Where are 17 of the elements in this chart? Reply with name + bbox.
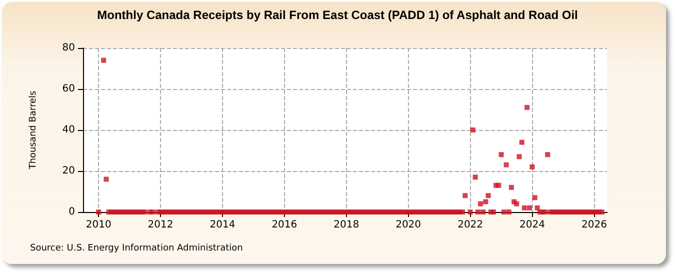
chart-title: Monthly Canada Receipts by Rail From East Coast (PADD 1) of Asphalt and Road Oil bbox=[97, 8, 578, 22]
x-tick-label: 2020 bbox=[396, 220, 422, 230]
x-tick-label: 2016 bbox=[272, 220, 298, 230]
x-tick-label: 2026 bbox=[581, 220, 607, 230]
y-tick-label: 40 bbox=[62, 124, 75, 136]
y-tick-label: 80 bbox=[62, 42, 75, 54]
x-tick-label: 2024 bbox=[519, 220, 545, 230]
source-note: Source: U.S. Energy Information Administration bbox=[30, 244, 243, 254]
x-tick-label: 2022 bbox=[458, 220, 484, 230]
x-tick-label: 2018 bbox=[334, 220, 360, 230]
y-tick-label: 0 bbox=[68, 206, 75, 218]
y-axis-title: Thousand Barrels bbox=[28, 90, 38, 170]
y-tick-label: 60 bbox=[62, 84, 75, 94]
y-tick-label: 20 bbox=[62, 166, 75, 176]
x-tick-label: 2014 bbox=[210, 220, 236, 230]
x-tick-label: 2010 bbox=[86, 220, 112, 230]
x-tick-label: 2012 bbox=[148, 220, 174, 230]
